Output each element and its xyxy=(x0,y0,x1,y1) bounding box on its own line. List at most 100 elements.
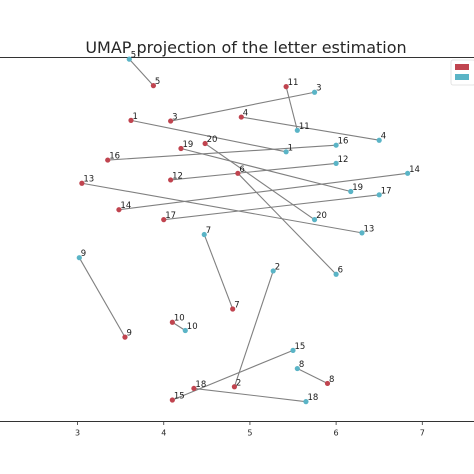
point-series-b-3 xyxy=(311,89,318,95)
connector-line-1 xyxy=(130,119,287,153)
point-label-series-a-9: 9 xyxy=(126,329,131,339)
point-series-a-14 xyxy=(116,207,122,213)
connector-line-2 xyxy=(233,270,274,387)
connector-line-19 xyxy=(180,147,351,193)
connector-lines xyxy=(78,58,408,403)
connector-line-9 xyxy=(78,257,126,338)
point-label-series-a-18: 18 xyxy=(195,380,206,390)
chart-title: UMAP projection of the letter estimation xyxy=(85,38,406,57)
legend-swatch-series-b xyxy=(455,74,469,80)
point-series-b-4 xyxy=(376,137,382,143)
connector-line-5 xyxy=(128,58,154,86)
point-label-series-a-14: 14 xyxy=(120,201,131,211)
point-series-b-11 xyxy=(294,127,300,133)
connector-line-14 xyxy=(118,172,408,211)
connector-line-3 xyxy=(170,91,315,122)
point-series-a-1 xyxy=(128,117,134,123)
point-label-series-b-10: 10 xyxy=(187,322,198,332)
connector-line-20 xyxy=(204,143,315,221)
point-series-b-9 xyxy=(76,255,82,261)
point-series-b-6 xyxy=(333,271,339,277)
x-tick-label-7: 7 xyxy=(420,429,425,438)
point-label-series-b-1: 1 xyxy=(288,143,293,153)
legend-swatch-series-a xyxy=(455,64,469,70)
point-series-a-12 xyxy=(168,177,174,183)
point-series-a-18 xyxy=(191,385,197,392)
point-series-a-6 xyxy=(235,170,241,176)
point-label-series-b-5: 5 xyxy=(131,51,136,61)
point-series-a-7 xyxy=(230,306,236,312)
connector-line-6 xyxy=(237,172,337,275)
point-label-series-a-12: 12 xyxy=(172,171,183,181)
point-series-a-11 xyxy=(283,84,289,90)
point-series-b-5 xyxy=(126,56,132,62)
point-series-a-13 xyxy=(79,180,85,186)
point-label-series-a-5: 5 xyxy=(155,77,160,87)
point-label-series-a-17: 17 xyxy=(165,211,176,221)
point-label-series-a-8: 8 xyxy=(329,375,334,385)
point-label-series-b-18: 18 xyxy=(307,393,318,403)
point-label-series-b-12: 12 xyxy=(338,155,349,165)
x-tick-label-3: 3 xyxy=(75,429,80,438)
connector-line-17 xyxy=(163,194,380,221)
point-series-b-15 xyxy=(290,347,296,353)
point-label-series-b-7: 7 xyxy=(206,226,211,236)
point-label-series-b-13: 13 xyxy=(363,224,374,234)
point-series-a-8 xyxy=(324,380,331,387)
point-label-series-b-14: 14 xyxy=(409,165,420,175)
point-series-a-20 xyxy=(202,140,208,147)
point-label-series-b-11: 11 xyxy=(299,122,310,132)
legend-box xyxy=(450,59,474,86)
point-series-a-9 xyxy=(122,334,128,340)
point-series-b-19 xyxy=(348,188,354,195)
point-label-series-a-19: 19 xyxy=(182,140,193,150)
point-label-series-b-16: 16 xyxy=(338,137,349,147)
point-label-series-a-10: 10 xyxy=(174,314,185,324)
point-series-a-2 xyxy=(231,384,238,390)
point-label-series-a-4: 4 xyxy=(243,109,248,119)
point-label-series-b-15: 15 xyxy=(295,342,306,352)
point-label-series-a-3: 3 xyxy=(172,113,177,123)
point-label-series-a-15: 15 xyxy=(174,391,185,401)
point-series-a-15 xyxy=(169,397,175,403)
point-label-series-b-8: 8 xyxy=(299,360,304,370)
point-label-series-b-19: 19 xyxy=(352,183,363,193)
point-label-series-b-9: 9 xyxy=(81,249,86,259)
point-label-series-a-7: 7 xyxy=(234,300,239,310)
point-label-series-b-17: 17 xyxy=(381,186,392,196)
point-label-series-a-20: 20 xyxy=(207,135,218,145)
point-series-b-13 xyxy=(359,230,365,236)
point-series-b-12 xyxy=(333,160,339,166)
point-label-series-a-13: 13 xyxy=(83,175,94,185)
point-series-b-10 xyxy=(182,327,188,334)
legend xyxy=(450,59,474,86)
point-series-b-7 xyxy=(201,231,207,238)
point-label-series-a-16: 16 xyxy=(109,152,120,162)
point-label-series-a-1: 1 xyxy=(132,112,137,122)
point-series-a-17 xyxy=(161,217,167,223)
point-series-b-16 xyxy=(333,142,339,148)
x-axis-ticks: 3 4 5 6 7 xyxy=(75,421,425,438)
point-series-b-2 xyxy=(270,268,276,274)
point-label-series-b-4: 4 xyxy=(381,132,386,142)
point-series-b-8 xyxy=(294,365,300,372)
point-series-a-5 xyxy=(150,83,157,89)
x-tick-label-4: 4 xyxy=(161,429,166,438)
point-label-series-b-3: 3 xyxy=(316,84,321,94)
point-label-series-a-6: 6 xyxy=(239,165,244,175)
connector-line-4 xyxy=(241,116,380,141)
x-tick-label-5: 5 xyxy=(247,429,252,438)
connector-line-7 xyxy=(203,234,234,310)
x-tick-label-6: 6 xyxy=(334,429,339,438)
connector-line-18 xyxy=(193,387,307,403)
point-label-series-b-6: 6 xyxy=(338,266,343,276)
connector-line-15 xyxy=(172,349,294,401)
point-series-b-20 xyxy=(311,217,318,223)
point-series-b-17 xyxy=(376,192,382,198)
point-series-a-16 xyxy=(105,157,111,163)
point-series-b-18 xyxy=(303,399,309,405)
point-series-b-1 xyxy=(283,149,289,155)
connector-line-16 xyxy=(107,144,337,161)
